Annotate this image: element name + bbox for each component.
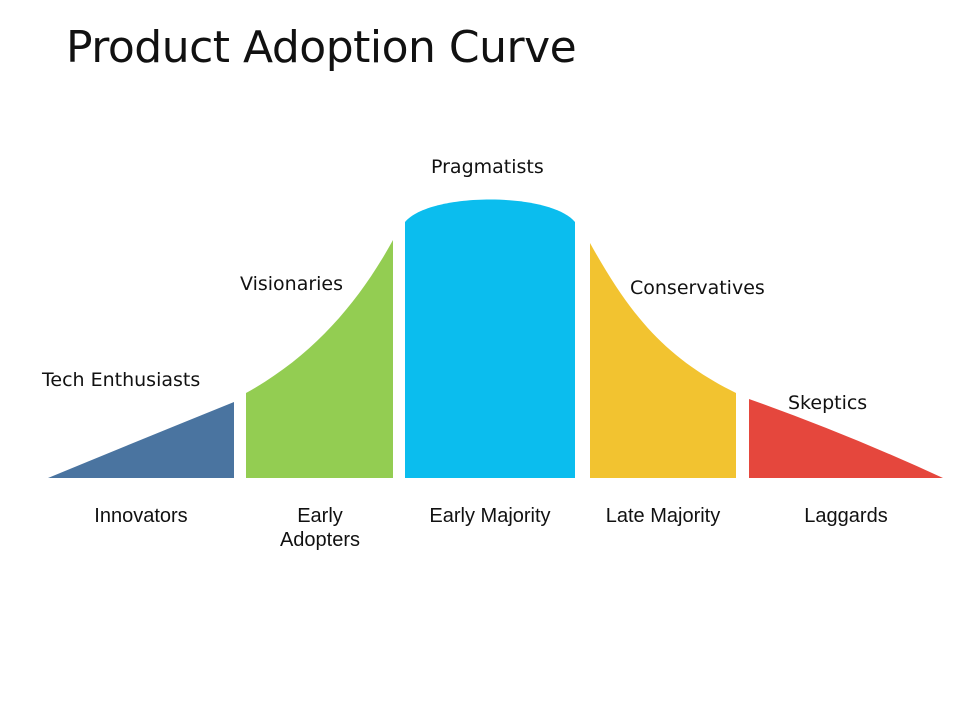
segment-label-line: Laggards: [804, 505, 888, 527]
persona-label-skeptics: Skeptics: [788, 392, 868, 414]
laggards-segment: [749, 399, 943, 478]
segment-label-late-majority: Late Majority: [588, 504, 738, 528]
segment-label-early-adopters: Early Adopters: [250, 504, 390, 552]
segment-label-line: Late Majority: [605, 505, 721, 527]
segment-label-line: Early: [297, 505, 343, 527]
persona-label-pragmatists: Pragmatists: [431, 156, 544, 178]
early-adopters-segment: [246, 240, 393, 478]
segment-label-line: Early Majority: [429, 505, 551, 527]
segment-label-laggards: Laggards: [776, 504, 916, 528]
persona-label-conservatives: Conservatives: [630, 277, 765, 299]
page-title: Product Adoption Curve: [66, 22, 577, 73]
segment-label-innovators: Innovators: [71, 504, 211, 528]
early-majority-segment: [405, 199, 575, 478]
persona-label-tech-enthusiasts: Tech Enthusiasts: [42, 369, 201, 391]
innovators-segment: [48, 402, 234, 478]
segment-label-line: Adopters: [279, 529, 361, 551]
segment-label-line: Innovators: [94, 505, 188, 527]
segment-label-early-majority: Early Majority: [415, 504, 565, 528]
persona-label-visionaries: Visionaries: [240, 273, 344, 295]
late-majority-segment: [590, 243, 736, 478]
